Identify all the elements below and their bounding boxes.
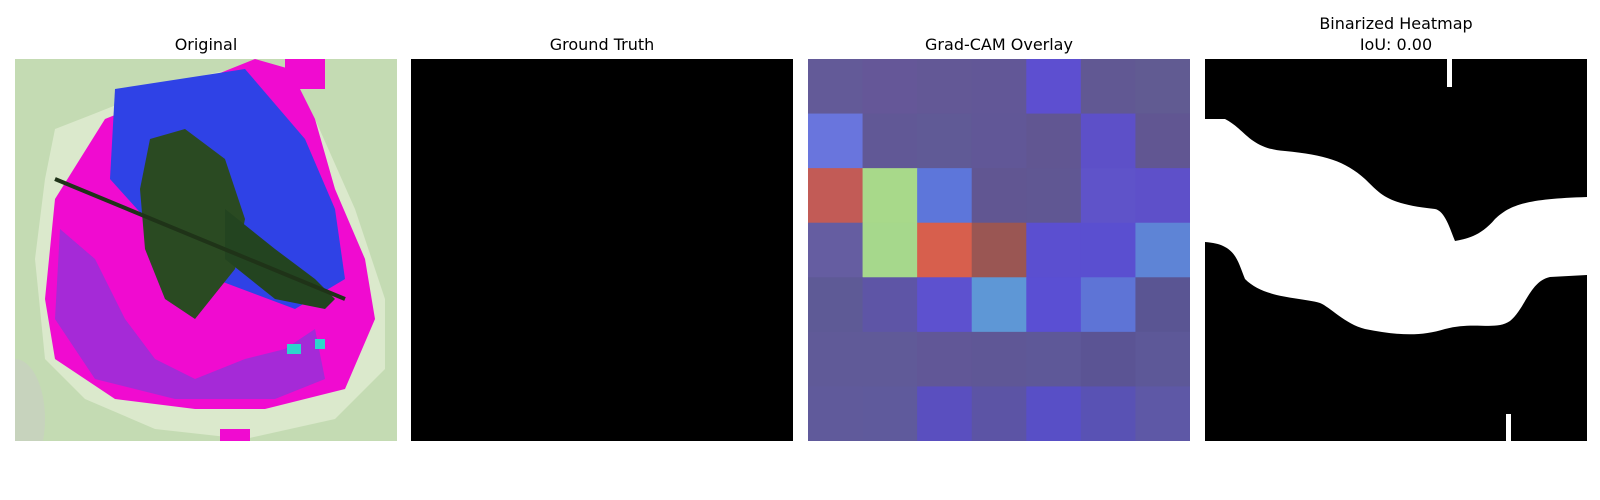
ground-truth-mask — [411, 59, 793, 441]
gradcam-cell — [917, 222, 973, 278]
gradcam-cell — [862, 331, 918, 387]
gradcam-cell — [1080, 168, 1136, 224]
gradcam-cell — [971, 277, 1027, 333]
gradcam-cell — [1135, 386, 1190, 441]
binarized-mask — [1205, 59, 1587, 441]
panel-ground-truth: Ground Truth — [411, 0, 793, 500]
gradcam-cell — [1080, 59, 1136, 115]
gradcam-cell — [917, 331, 973, 387]
gradcam-cell — [1135, 59, 1190, 115]
gradcam-cell — [971, 386, 1027, 441]
gradcam-cell — [917, 59, 973, 115]
gradcam-cell — [862, 59, 918, 115]
gradcam-cell — [1026, 331, 1082, 387]
gradcam-cell — [971, 59, 1027, 115]
gradcam-cell — [1080, 113, 1136, 169]
iou-label: IoU: 0.00 — [1359, 35, 1433, 54]
gradcam-cell — [808, 222, 864, 278]
gradcam-cell — [917, 168, 973, 224]
panel-title: Binarized Heatmap — [1319, 14, 1473, 33]
gradcam-cell — [862, 113, 918, 169]
gradcam-cell — [1026, 113, 1082, 169]
original-leaf-image — [15, 59, 397, 441]
gradcam-heatmap — [808, 59, 1190, 441]
gradcam-cell — [1026, 222, 1082, 278]
gradcam-cell — [808, 277, 864, 333]
gradcam-cell — [917, 113, 973, 169]
panel-title: Grad-CAM Overlay — [925, 35, 1073, 54]
gradcam-cell — [1080, 386, 1136, 441]
gradcam-cell — [971, 331, 1027, 387]
gradcam-cell — [1135, 277, 1190, 333]
gradcam-cell — [862, 386, 918, 441]
panel-binarized-heatmap: Binarized Heatmap IoU: 0.00 — [1205, 0, 1587, 500]
gradcam-cell — [1026, 277, 1082, 333]
panel-title: Original — [174, 35, 238, 54]
gradcam-cell — [862, 222, 918, 278]
gradcam-cell — [917, 386, 973, 441]
gradcam-cell — [971, 222, 1027, 278]
gradcam-cell — [971, 168, 1027, 224]
gradcam-cell — [1080, 222, 1136, 278]
gradcam-cell — [1080, 331, 1136, 387]
gradcam-cell — [1026, 59, 1082, 115]
gradcam-cell — [1080, 277, 1136, 333]
gradcam-cell — [1026, 168, 1082, 224]
gradcam-cell — [808, 331, 864, 387]
gradcam-cell — [862, 168, 918, 224]
gradcam-cell — [1135, 331, 1190, 387]
gradcam-cell — [1135, 222, 1190, 278]
gradcam-cell — [1135, 113, 1190, 169]
gradcam-cell — [808, 386, 864, 441]
gradcam-cell — [808, 168, 864, 224]
gradcam-cell — [917, 277, 973, 333]
panel-gradcam-overlay: Grad-CAM Overlay — [808, 0, 1190, 500]
panel-original: Original — [15, 0, 397, 500]
gradcam-cell — [971, 113, 1027, 169]
gradcam-cell — [1135, 168, 1190, 224]
gradcam-cell — [862, 277, 918, 333]
gradcam-cell — [808, 59, 864, 115]
gradcam-cell — [1026, 386, 1082, 441]
gradcam-cell — [808, 113, 864, 169]
panel-title: Ground Truth — [549, 35, 655, 54]
